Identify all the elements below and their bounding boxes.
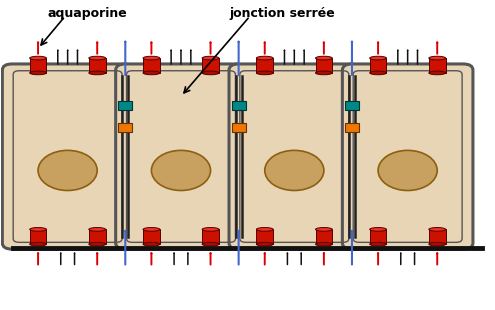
Ellipse shape	[378, 150, 437, 190]
Ellipse shape	[151, 150, 210, 190]
FancyBboxPatch shape	[116, 64, 247, 249]
Bar	[370, 229, 387, 244]
FancyBboxPatch shape	[232, 122, 246, 132]
Ellipse shape	[202, 56, 219, 60]
Ellipse shape	[143, 242, 160, 246]
Ellipse shape	[89, 71, 105, 75]
Ellipse shape	[315, 228, 332, 231]
Ellipse shape	[370, 228, 387, 231]
Ellipse shape	[30, 56, 47, 60]
Bar	[202, 229, 219, 244]
Ellipse shape	[315, 71, 332, 75]
Bar	[429, 58, 446, 73]
FancyBboxPatch shape	[232, 101, 246, 110]
Bar	[143, 229, 160, 244]
Ellipse shape	[429, 228, 446, 231]
FancyBboxPatch shape	[345, 101, 359, 110]
Bar	[30, 58, 47, 73]
Bar	[30, 229, 47, 244]
Ellipse shape	[38, 150, 97, 190]
FancyBboxPatch shape	[345, 122, 359, 132]
Bar	[89, 58, 105, 73]
Text: aquaporine: aquaporine	[48, 7, 127, 20]
Ellipse shape	[89, 242, 105, 246]
FancyBboxPatch shape	[118, 122, 132, 132]
Ellipse shape	[30, 242, 47, 246]
Ellipse shape	[429, 242, 446, 246]
Ellipse shape	[202, 242, 219, 246]
Ellipse shape	[202, 228, 219, 231]
Bar	[315, 58, 332, 73]
FancyBboxPatch shape	[229, 64, 359, 249]
FancyBboxPatch shape	[118, 101, 132, 110]
Ellipse shape	[256, 242, 273, 246]
Ellipse shape	[256, 228, 273, 231]
Ellipse shape	[143, 228, 160, 231]
Ellipse shape	[30, 228, 47, 231]
Bar	[143, 58, 160, 73]
Bar	[256, 229, 273, 244]
Ellipse shape	[256, 71, 273, 75]
Ellipse shape	[370, 242, 387, 246]
Ellipse shape	[370, 71, 387, 75]
Ellipse shape	[429, 56, 446, 60]
Ellipse shape	[30, 71, 47, 75]
FancyBboxPatch shape	[2, 64, 133, 249]
Ellipse shape	[315, 56, 332, 60]
Ellipse shape	[143, 56, 160, 60]
Text: jonction serrée: jonction serrée	[229, 7, 335, 20]
Bar	[315, 229, 332, 244]
Ellipse shape	[315, 242, 332, 246]
Ellipse shape	[429, 71, 446, 75]
Ellipse shape	[265, 150, 324, 190]
Bar	[256, 58, 273, 73]
Ellipse shape	[256, 56, 273, 60]
Ellipse shape	[143, 71, 160, 75]
Ellipse shape	[202, 71, 219, 75]
Ellipse shape	[89, 228, 105, 231]
Bar	[89, 229, 105, 244]
Bar	[370, 58, 387, 73]
Ellipse shape	[370, 56, 387, 60]
Ellipse shape	[89, 56, 105, 60]
Bar	[429, 229, 446, 244]
FancyBboxPatch shape	[343, 64, 473, 249]
Bar	[202, 58, 219, 73]
